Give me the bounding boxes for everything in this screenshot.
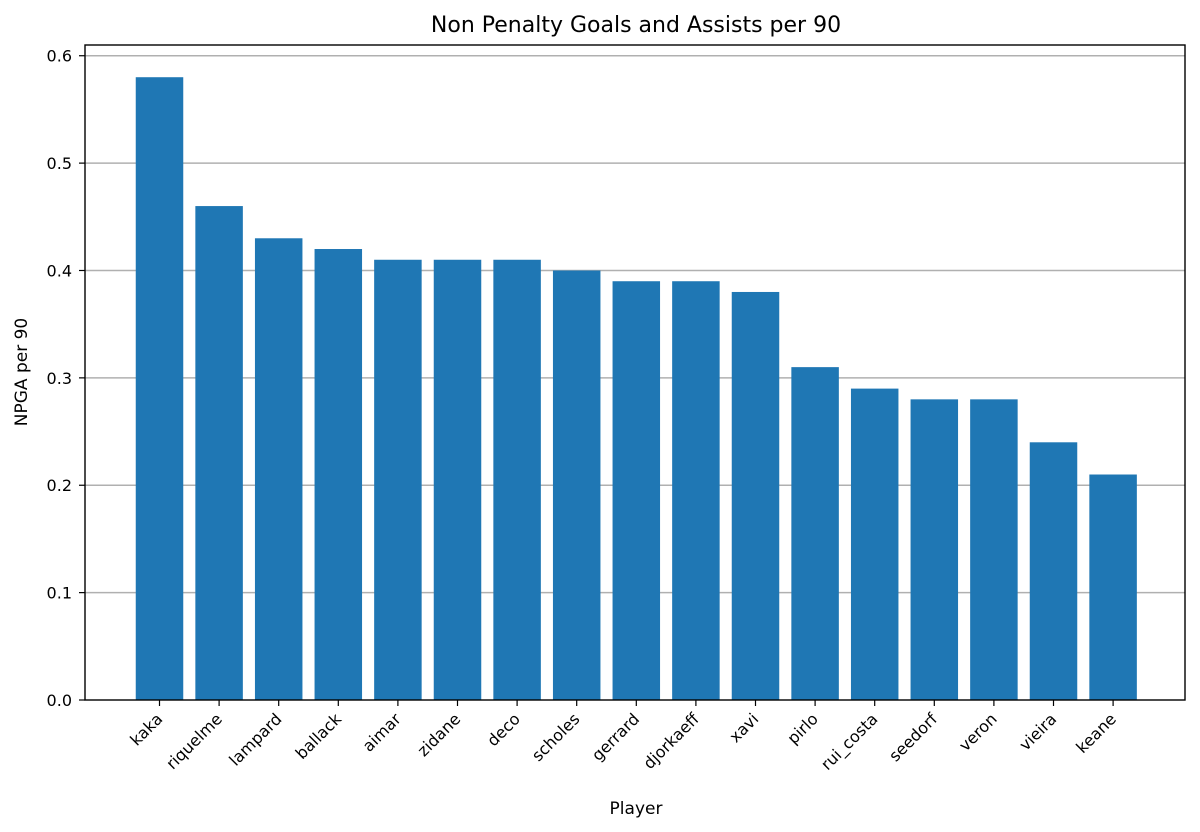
bar-seedorf [910, 399, 959, 700]
bar-djorkaeff [672, 281, 720, 700]
y-tick-label: 0.1 [47, 584, 72, 603]
bar-xavi [731, 291, 780, 700]
y-axis-ticks: 0.0 0.1 0.2 0.3 0.4 0.5 0.6 [47, 47, 85, 710]
bar-deco [493, 259, 541, 700]
bar-gerrard [612, 281, 661, 700]
plot-frame [84, 44, 1186, 701]
bar-keane [1089, 474, 1137, 700]
y-tick-label: 0.6 [47, 47, 72, 66]
y-tick-label: 0.2 [47, 476, 72, 495]
y-tick-label: 0.4 [47, 261, 72, 280]
bar-ballack [314, 249, 363, 700]
bar-vieira [1029, 442, 1078, 700]
bar-scholes [552, 270, 601, 700]
bar-rui_costa [850, 388, 899, 700]
bar-aimar [374, 259, 422, 700]
bar-lampard [254, 238, 303, 700]
y-tick-label: 0.0 [47, 691, 72, 710]
chart-title: Non Penalty Goals and Assists per 90 [431, 13, 841, 38]
bar-riquelme [195, 206, 243, 701]
y-tick-label: 0.3 [47, 369, 72, 388]
x-axis-label: Player [610, 799, 663, 819]
bars [135, 77, 1137, 701]
bar-kaka [135, 77, 184, 700]
bar-veron [970, 399, 1018, 700]
y-axis-label: NPGA per 90 [12, 318, 32, 426]
bar-pirlo [791, 367, 839, 700]
y-tick-label: 0.5 [47, 154, 72, 173]
bar-zidane [433, 259, 482, 700]
